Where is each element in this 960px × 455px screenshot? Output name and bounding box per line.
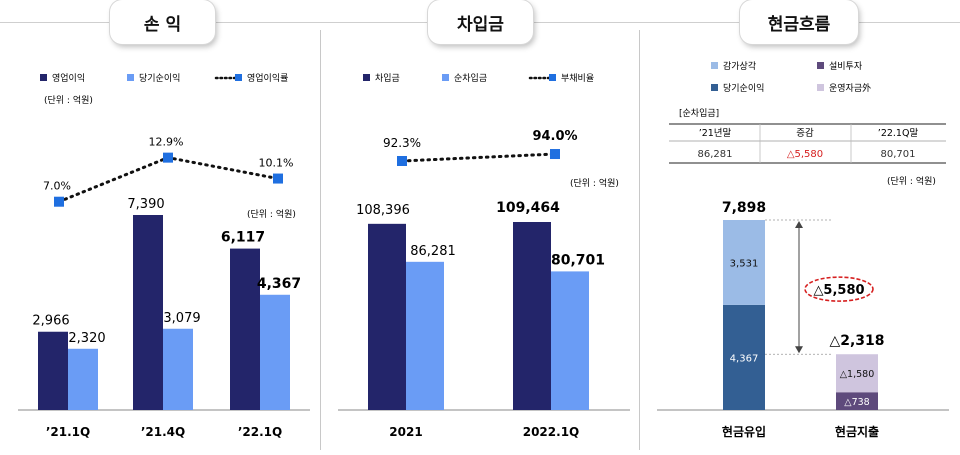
cashflow-chart: 감가상각 설비투자 당기순이익 운영자금外 [순차입금] ’21년말 증감 ’2… bbox=[657, 60, 949, 439]
label-inflow-total: 7,898 bbox=[722, 200, 766, 216]
bar-net-income bbox=[260, 294, 290, 410]
label-net-income: 3,079 bbox=[163, 311, 200, 326]
income-chart: 영업이익 당기순이익 영업이익률 (단위 : 억원) (단위 : 억원) 2,9… bbox=[18, 72, 310, 439]
label-op-margin: 12.9% bbox=[149, 136, 184, 149]
table-header-2: 증감 bbox=[796, 127, 814, 139]
label-borrowings: 108,396 bbox=[356, 203, 410, 218]
marker-op-margin bbox=[273, 173, 283, 184]
label-net-borrowings: 80,701 bbox=[551, 252, 605, 268]
legend-net-debt: 순차입금 bbox=[454, 72, 487, 84]
cashflow-legend: 감가상각 설비투자 당기순이익 운영자금外 bbox=[711, 60, 871, 94]
legend-working-capital: 운영자금外 bbox=[829, 82, 871, 94]
bar-net-income bbox=[163, 328, 193, 410]
borrowings-legend: 차입금 순차입금 부채비율 bbox=[363, 72, 594, 84]
legend-debt-ratio: 부채비율 bbox=[561, 73, 594, 84]
marker-op-margin bbox=[163, 152, 173, 163]
table-caption: [순차입금] bbox=[679, 107, 719, 119]
unit-note-4: (단위 : 억원) bbox=[887, 175, 936, 187]
bar-net-income bbox=[68, 348, 98, 410]
title-cashflow: 현금흐름 bbox=[740, 0, 858, 44]
label-net-income: 4,367 bbox=[257, 276, 301, 292]
label-debt-ratio: 92.3% bbox=[383, 136, 421, 150]
label-difference: △5,580 bbox=[813, 283, 864, 298]
label-inflow-segment: 3,531 bbox=[730, 258, 759, 269]
arrow-head-down bbox=[795, 346, 803, 354]
label-op-margin: 10.1% bbox=[259, 157, 294, 170]
borrowings-plot: 108,396 86,281 2021 109,464 80,701 2022.1Q 92.… bbox=[338, 129, 630, 439]
legend-swatch-netdebt bbox=[442, 74, 449, 81]
x-tick-label: ’22.1Q bbox=[238, 425, 282, 439]
marker-op-margin bbox=[54, 196, 64, 207]
label-debt-ratio: 94.0% bbox=[532, 129, 577, 144]
legend-net-income-cf: 당기순이익 bbox=[723, 82, 764, 94]
table-cell-2: △5,580 bbox=[787, 149, 823, 160]
label-op-margin: 7.0% bbox=[43, 180, 71, 193]
panel-divider-2 bbox=[639, 30, 640, 450]
bar-borrowings bbox=[513, 222, 551, 410]
marker-debt-ratio bbox=[550, 149, 560, 160]
bar-borrowings bbox=[368, 223, 406, 410]
x-tick-label: 현금지출 bbox=[835, 424, 879, 439]
cashflow-plot: 4,367 3,531 7,898 △738 △1,580 △2,318 △5,580 현금유… bbox=[657, 200, 949, 439]
legend-debt: 차입금 bbox=[375, 72, 400, 84]
label-net-borrowings: 86,281 bbox=[410, 244, 456, 259]
legend-swatch-ni2 bbox=[711, 84, 718, 91]
unit-note-2: (단위 : 억원) bbox=[247, 208, 296, 220]
legend-net-income: 당기순이익 bbox=[139, 72, 180, 84]
table-cell-3: 80,701 bbox=[881, 149, 916, 160]
title-borrowings: 차입금 bbox=[428, 0, 533, 44]
title-income: 손 익 bbox=[110, 0, 215, 44]
label-inflow-segment: 4,367 bbox=[730, 353, 759, 364]
x-tick-label: ’21.4Q bbox=[141, 425, 185, 439]
unit-note-3: (단위 : 억원) bbox=[570, 177, 619, 189]
bar-op-income bbox=[230, 248, 260, 410]
legend-swatch-debt bbox=[363, 74, 370, 81]
x-tick-label: 2021 bbox=[389, 425, 422, 439]
bar-op-income bbox=[133, 215, 163, 410]
legend-swatch-ni bbox=[127, 74, 134, 81]
bar-outflow-capex bbox=[836, 392, 878, 410]
bar-outflow-working-capital bbox=[836, 354, 878, 393]
difference-callout bbox=[804, 276, 874, 302]
marker-debt-ratio bbox=[397, 156, 407, 166]
line-debt-ratio bbox=[400, 152, 557, 163]
arrow-head-up bbox=[795, 221, 803, 228]
legend-swatch-capex bbox=[817, 62, 824, 69]
label-op-income: 6,117 bbox=[221, 230, 265, 246]
line-op-margin bbox=[57, 156, 280, 204]
label-outflow-total: △2,318 bbox=[829, 333, 884, 349]
legend-swatch-other bbox=[817, 84, 824, 91]
label-op-income: 7,390 bbox=[127, 197, 164, 212]
table-header-1: ’21년말 bbox=[699, 127, 732, 139]
label-op-income: 2,966 bbox=[32, 314, 69, 329]
income-legend: 영업이익 당기순이익 영업이익률 bbox=[40, 72, 288, 84]
label-outflow-segment: △1,580 bbox=[840, 369, 875, 380]
income-plot: 2,966 2,320 ’21.1Q 7,390 3,079 ’21.4Q 6,117 4,3… bbox=[18, 136, 310, 439]
panel-divider-1 bbox=[320, 30, 321, 450]
unit-note-1: (단위 : 억원) bbox=[44, 94, 93, 106]
legend-op-income: 영업이익 bbox=[52, 72, 85, 84]
x-tick-label: 2022.1Q bbox=[523, 425, 580, 439]
label-net-income: 2,320 bbox=[68, 331, 105, 346]
net-debt-table: ’21년말 증감 ’22.1Q말 86,281 △5,580 80,701 bbox=[669, 123, 946, 164]
table-cell-1: 86,281 bbox=[698, 149, 733, 160]
legend-capex: 설비투자 bbox=[829, 61, 863, 72]
legend-marker-margin bbox=[235, 74, 242, 81]
legend-op-margin: 영업이익률 bbox=[247, 72, 288, 84]
legend-marker-ratio bbox=[549, 74, 556, 81]
label-outflow-segment: △738 bbox=[844, 397, 869, 408]
borrowings-chart: 차입금 순차입금 부채비율 (단위 : 억원) 108,396 86,281 202… bbox=[338, 72, 630, 439]
bar-inflow-net-income bbox=[723, 304, 765, 410]
legend-swatch-dep bbox=[711, 62, 718, 69]
legend-depreciation: 감가상각 bbox=[723, 60, 756, 72]
bar-net-borrowings bbox=[551, 271, 589, 410]
x-tick-label: ’21.1Q bbox=[46, 425, 90, 439]
bar-op-income bbox=[38, 331, 68, 410]
legend-swatch-op bbox=[40, 74, 47, 81]
x-tick-label: 현금유입 bbox=[722, 424, 766, 439]
label-borrowings: 109,464 bbox=[496, 200, 560, 216]
table-header-3: ’22.1Q말 bbox=[878, 127, 919, 139]
bar-net-borrowings bbox=[406, 261, 444, 410]
bar-inflow-depreciation bbox=[723, 220, 765, 305]
